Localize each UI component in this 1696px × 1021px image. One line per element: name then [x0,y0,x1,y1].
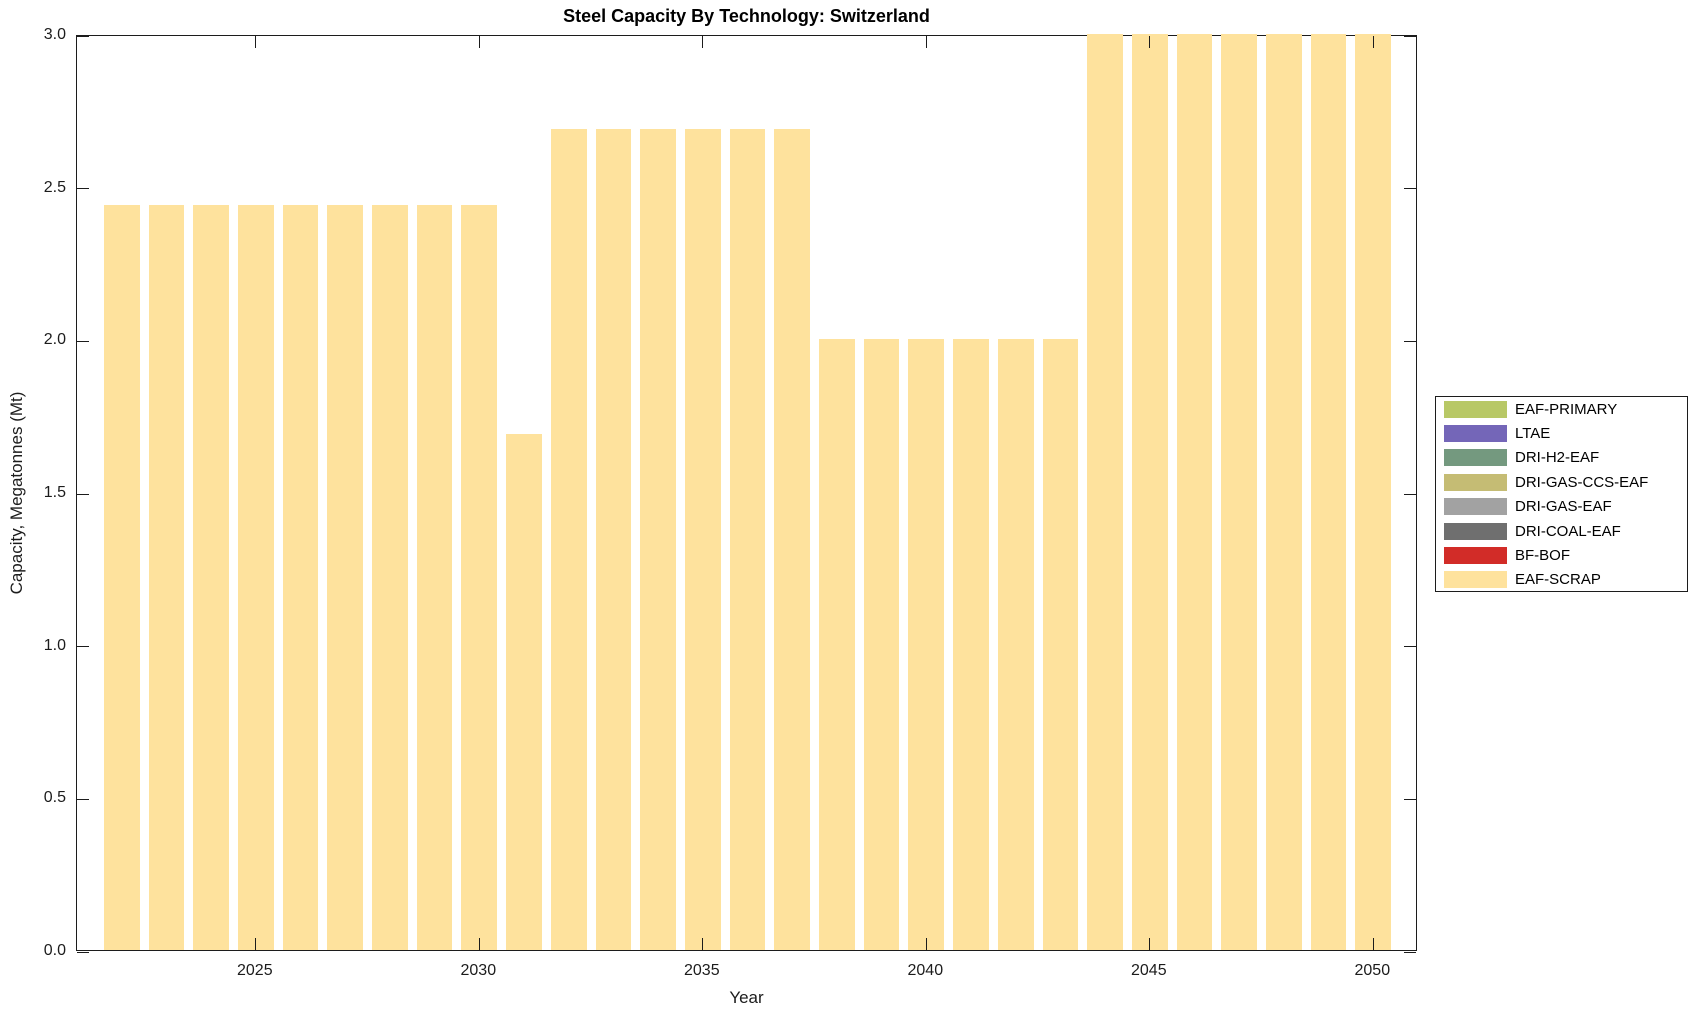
x-axis-tick-label: 2040 [907,962,944,979]
y-axis-tick-label: 3.0 [43,26,66,43]
legend-swatch-dri-h2-eaf [1444,449,1507,467]
y-tick-0.5 [77,798,89,800]
legend-row-dri-gas-ccs-eaf: DRI-GAS-CCS-EAF [1436,470,1687,494]
bar-eaf-scrap-2037 [774,128,811,950]
bar-eaf-scrap-2023 [148,205,185,950]
plot-area [76,34,1417,953]
bar-eaf-scrap-2031 [506,434,542,950]
x-axis-tick-label: 2030 [460,962,497,979]
y-tick-3.0 [77,35,89,37]
legend-swatch-dri-coal-eaf [1444,522,1507,540]
x-axis-tick-label: 2045 [1131,962,1167,979]
bar-eaf-scrap-2045 [1131,34,1168,950]
bar-eaf-scrap-2028 [372,205,408,950]
x-tick-2025 [255,938,257,950]
x-tick-top-2040 [925,36,927,48]
x-tick-2030 [478,938,480,950]
legend-row-ltae: LTAE [1436,421,1687,445]
legend-label: DRI-GAS-EAF [1515,498,1612,516]
legend-label: DRI-COAL-EAF [1515,522,1621,540]
bar-eaf-scrap-2024 [193,205,229,950]
x-tick-2045 [1149,938,1151,950]
legend-swatch-bf-bof [1444,547,1507,565]
bar-eaf-scrap-2050 [1355,34,1392,950]
bar-eaf-scrap-2033 [595,128,632,950]
x-axis-tick-label: 2025 [237,962,273,979]
y-tick-right-1.0 [1404,646,1416,648]
y-tick-2.0 [77,340,89,342]
legend-swatch-dri-gas-eaf [1444,498,1507,516]
bar-eaf-scrap-2044 [1087,34,1123,950]
legend-label: EAF-PRIMARY [1515,400,1618,418]
x-tick-top-2045 [1149,36,1151,48]
y-tick-right-0.0 [1404,951,1416,953]
legend-swatch-eaf-primary [1444,400,1507,418]
y-tick-right-2.5 [1404,188,1416,190]
x-tick-top-2035 [702,36,704,48]
y-tick-0.0 [77,951,89,953]
legend-row-eaf-primary: EAF-PRIMARY [1436,397,1687,421]
y-tick-right-2.0 [1404,340,1416,342]
legend-label: EAF-SCRAP [1515,571,1601,589]
y-axis-tick-label: 2.0 [43,331,66,349]
legend-rows: EAF-PRIMARY LTAE DRI-H2-EAF DRI-GAS-CCS-EAF… [1436,397,1687,592]
bar-eaf-scrap-2029 [416,205,453,950]
y-tick-right-0.5 [1404,798,1416,800]
legend-swatch-ltae [1444,425,1507,443]
bar-eaf-scrap-2032 [550,128,587,950]
bar-eaf-scrap-2049 [1310,34,1347,950]
y-axis-tick-label: 1.0 [43,636,66,654]
bar-eaf-scrap-2039 [863,339,900,950]
legend-row-dri-h2-eaf: DRI-H2-EAF [1436,446,1687,470]
x-axis-tick-label: 2050 [1354,962,1391,979]
x-tick-2040 [925,938,927,950]
bar-eaf-scrap-2022 [103,205,140,950]
legend-label: LTAE [1515,425,1551,443]
bar-eaf-scrap-2030 [461,205,498,950]
legend-row-bf-bof: BF-BOF [1436,543,1687,567]
y-axis-tick-label: 1.5 [43,484,66,501]
x-tick-top-2025 [255,36,257,48]
y-tick-1.5 [77,493,89,495]
y-axis-tick-label: 0.5 [43,789,66,807]
bar-eaf-scrap-2042 [997,339,1034,950]
bar-eaf-scrap-2046 [1176,34,1213,950]
bar-eaf-scrap-2047 [1221,34,1258,950]
legend-label: BF-BOF [1515,547,1570,565]
y-axis-tick-label: 2.5 [43,178,66,196]
y-axis-tick-label: 0.0 [43,942,66,959]
x-tick-top-2030 [478,36,480,48]
bar-eaf-scrap-2035 [684,128,721,950]
x-axis-title: Year [729,988,764,1007]
x-tick-2050 [1372,938,1374,950]
bar-eaf-scrap-2040 [908,339,945,950]
bar-eaf-scrap-2036 [729,128,766,950]
bar-eaf-scrap-2034 [640,128,676,950]
legend-label: DRI-H2-EAF [1515,449,1600,467]
legend-swatch-eaf-scrap [1444,571,1507,589]
bar-eaf-scrap-2025 [237,205,274,950]
chart-title: Steel Capacity By Technology: Switzerlan… [563,6,930,26]
bar-eaf-scrap-2043 [1042,339,1079,950]
bar-eaf-scrap-2048 [1266,34,1302,950]
x-axis-tick-label: 2035 [684,962,720,979]
x-tick-2035 [702,938,704,950]
legend-row-dri-gas-eaf: DRI-GAS-EAF [1436,495,1687,519]
bar-eaf-scrap-2026 [282,205,319,950]
y-tick-1.0 [77,646,89,648]
legend-box: EAF-PRIMARY LTAE DRI-H2-EAF DRI-GAS-CCS-EAF… [1435,396,1688,592]
legend-label: DRI-GAS-CCS-EAF [1515,473,1649,491]
bar-eaf-scrap-2027 [327,205,364,950]
legend-row-eaf-scrap: EAF-SCRAP [1436,568,1687,592]
y-tick-right-1.5 [1404,493,1416,495]
legend-row-dri-coal-eaf: DRI-COAL-EAF [1436,519,1687,543]
bar-eaf-scrap-2041 [953,339,989,950]
x-tick-top-2050 [1372,36,1374,48]
legend-swatch-dri-gas-ccs-eaf [1444,473,1507,491]
y-tick-2.5 [77,188,89,190]
y-tick-right-3.0 [1404,35,1416,37]
bar-eaf-scrap-2038 [819,339,855,950]
